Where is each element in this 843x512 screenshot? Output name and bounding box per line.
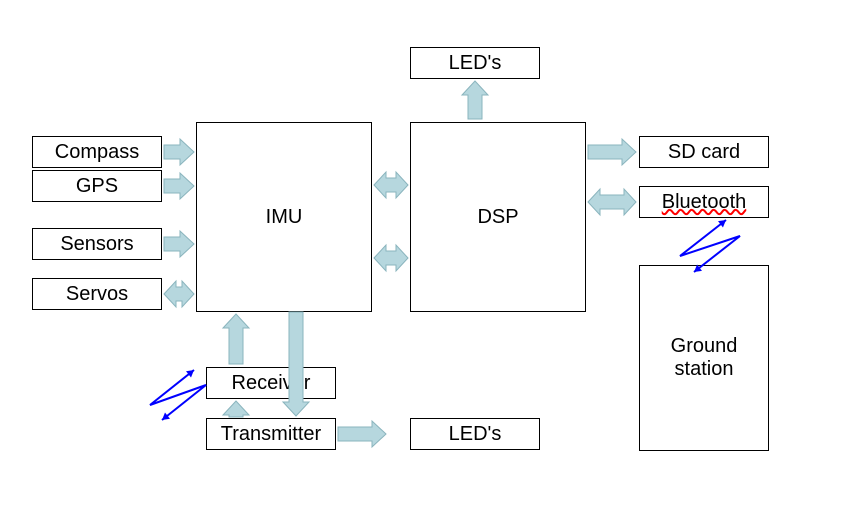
node-label-receiver: Receiver <box>232 372 311 395</box>
node-compass: Compass <box>32 136 162 168</box>
node-transmitter: Transmitter <box>206 418 336 450</box>
wireless-link-1 <box>150 370 206 420</box>
node-imu: IMU <box>196 122 372 312</box>
wireless-arrowhead <box>186 370 194 377</box>
arrow-imu-transmitter <box>283 312 309 416</box>
node-label-dsp: DSP <box>477 206 518 229</box>
node-bluetooth: Bluetooth <box>639 186 769 218</box>
arrow-gps-imu <box>164 173 194 199</box>
node-gps: GPS <box>32 170 162 202</box>
diagram-canvas: LED's Compass GPS Sensors Servos IMU DSP SD car… <box>0 0 843 512</box>
node-label-sensors: Sensors <box>60 233 133 256</box>
arrow-compass-imu <box>164 139 194 165</box>
arrow-sensors-imu <box>164 231 194 257</box>
arrow-transmitter-leds_bottom <box>338 421 386 447</box>
arrow-dsp-bluetooth <box>588 189 636 215</box>
arrow-servos-imu <box>164 281 194 307</box>
wireless-arrowhead <box>162 413 170 420</box>
arrow-receiver-imu <box>223 314 249 364</box>
node-ground: Groundstation <box>639 265 769 451</box>
node-label-leds_bottom: LED's <box>449 423 502 446</box>
node-label-ground: Groundstation <box>671 335 738 381</box>
node-sd_card: SD card <box>639 136 769 168</box>
wireless-arrowhead <box>718 220 726 227</box>
node-label-transmitter: Transmitter <box>221 423 321 446</box>
node-receiver: Receiver <box>206 367 336 399</box>
node-leds_bottom: LED's <box>410 418 540 450</box>
node-label-bluetooth: Bluetooth <box>662 191 747 214</box>
arrow-dsp-sd_card <box>588 139 636 165</box>
node-label-compass: Compass <box>55 141 139 164</box>
arrow-transmitter-receiver <box>223 401 249 417</box>
node-sensors: Sensors <box>32 228 162 260</box>
node-label-sd_card: SD card <box>668 141 740 164</box>
node-label-leds_top: LED's <box>449 52 502 75</box>
node-label-servos: Servos <box>66 283 128 306</box>
arrow-dsp-leds_top <box>462 81 488 119</box>
arrow-imu-dsp <box>374 172 408 198</box>
node-label-imu: IMU <box>266 206 303 229</box>
node-label-gps: GPS <box>76 175 118 198</box>
node-leds_top: LED's <box>410 47 540 79</box>
arrow-imu-dsp <box>374 245 408 271</box>
node-servos: Servos <box>32 278 162 310</box>
node-dsp: DSP <box>410 122 586 312</box>
